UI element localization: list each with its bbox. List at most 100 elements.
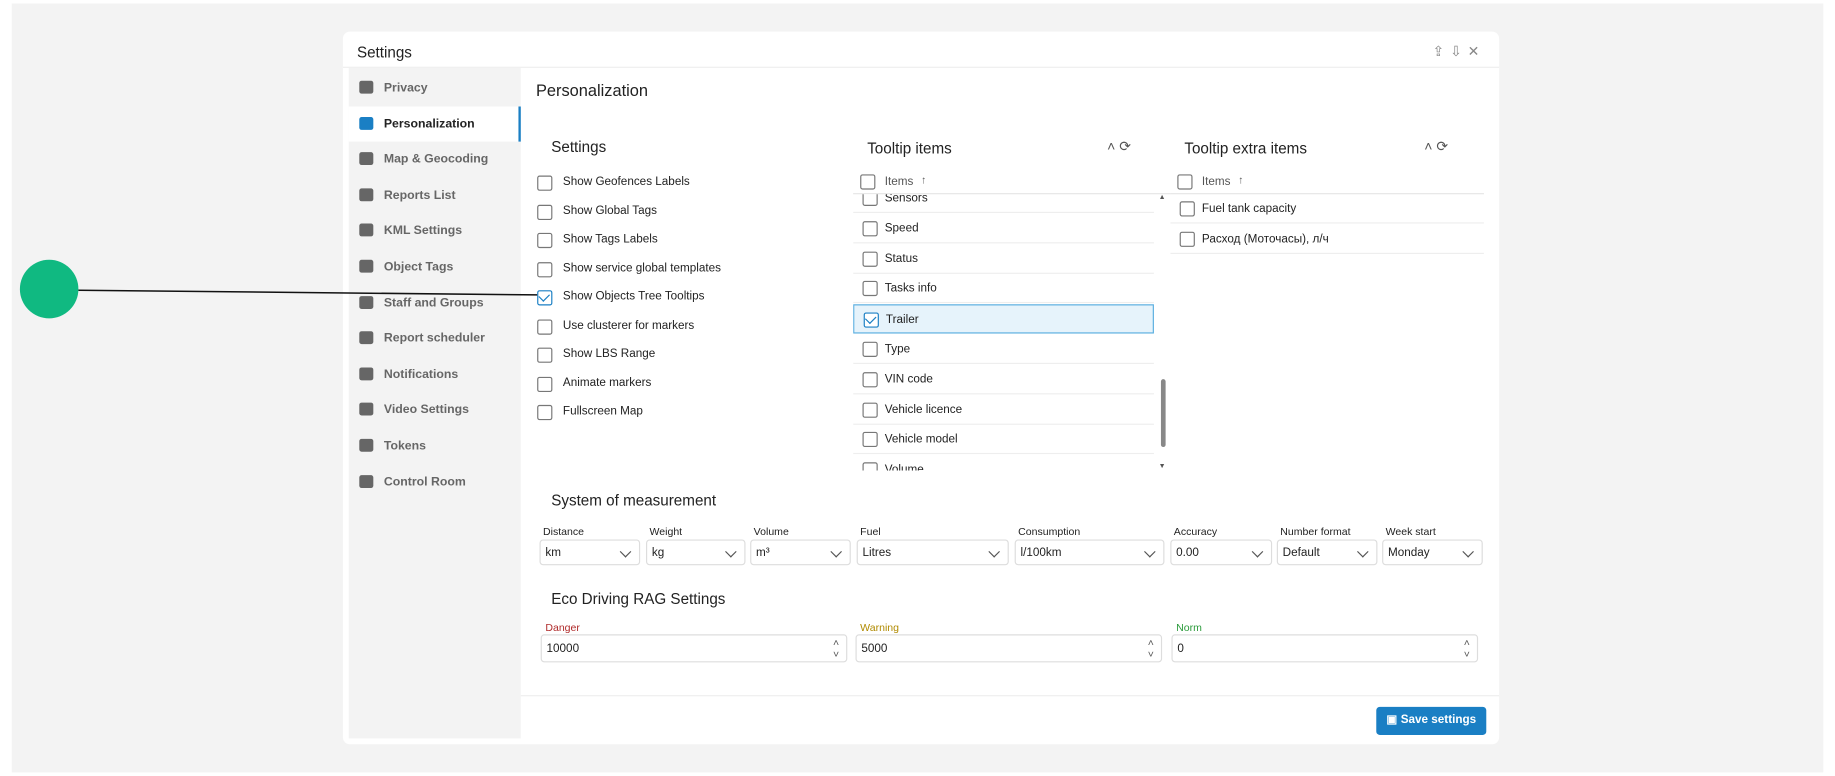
number-input[interactable]: 10000 ˄ ˅ bbox=[540, 634, 848, 663]
sidebar-item[interactable]: Personalization bbox=[348, 106, 521, 142]
select-value[interactable]: m³ bbox=[756, 546, 770, 560]
sidebar-icon bbox=[359, 474, 374, 488]
checkbox[interactable] bbox=[1177, 174, 1193, 190]
checkbox[interactable] bbox=[537, 204, 553, 220]
checkbox[interactable] bbox=[537, 404, 553, 421]
sidebar-item[interactable]: Reports List bbox=[349, 178, 521, 213]
sidebar-label[interactable]: Reports List bbox=[383, 188, 456, 203]
field-label: Distance bbox=[543, 525, 584, 538]
column-header: Items bbox=[1201, 175, 1231, 189]
sidebar-item[interactable]: Tokens bbox=[349, 428, 521, 463]
sidebar-label[interactable]: KML Settings bbox=[383, 223, 463, 239]
list-row[interactable]: Расход (Моточасы), л/ч bbox=[1170, 224, 1484, 254]
list-row[interactable]: Tasks info bbox=[853, 274, 1154, 304]
field-label: Week start bbox=[1385, 525, 1436, 538]
checkbox[interactable] bbox=[862, 341, 878, 357]
checkbox[interactable] bbox=[860, 174, 876, 190]
checkbox[interactable] bbox=[862, 462, 878, 471]
spinner[interactable]: ˄ ˅ bbox=[1147, 636, 1154, 661]
input-value[interactable]: 0 bbox=[1177, 642, 1184, 656]
checkbox[interactable] bbox=[862, 251, 878, 267]
row-label: Vehicle model bbox=[884, 433, 958, 447]
sidebar-item[interactable]: Notifications bbox=[349, 357, 521, 392]
scroll-arrows: ▲ ▼ bbox=[1158, 194, 1166, 471]
checkbox[interactable] bbox=[537, 175, 553, 191]
checkbox[interactable] bbox=[863, 312, 879, 328]
sidebar-label[interactable]: Map & Geocoding bbox=[383, 152, 489, 167]
list-row[interactable]: Fuel tank capacity bbox=[1170, 194, 1484, 224]
save-button[interactable]: ▣ Save settings bbox=[1376, 706, 1487, 735]
list-row[interactable]: Type bbox=[853, 335, 1154, 364]
select-value[interactable]: l/100km bbox=[1020, 546, 1062, 560]
dialog-actions[interactable]: ⇪⇩✕ bbox=[1432, 43, 1486, 60]
select[interactable]: l/100km bbox=[1014, 539, 1165, 566]
select[interactable]: Default bbox=[1276, 539, 1378, 566]
list-row[interactable]: Trailer bbox=[853, 304, 1154, 334]
list-row[interactable]: Vehicle licence bbox=[853, 395, 1154, 425]
save-label[interactable]: Save settings bbox=[1400, 713, 1477, 727]
sidebar-icon bbox=[359, 403, 374, 416]
header-row bbox=[1170, 169, 1484, 195]
checkbox[interactable] bbox=[1179, 201, 1195, 217]
sidebar-label[interactable]: Personalization bbox=[383, 116, 475, 131]
checkbox[interactable] bbox=[537, 261, 553, 277]
sidebar-item[interactable]: Report scheduler bbox=[349, 321, 521, 356]
select[interactable]: 0.00 bbox=[1170, 539, 1273, 566]
checkbox[interactable] bbox=[537, 290, 553, 306]
select-value[interactable]: Default bbox=[1282, 546, 1320, 560]
select[interactable]: kg bbox=[646, 539, 746, 566]
checkbox[interactable] bbox=[862, 281, 878, 297]
list-row[interactable]: Sensors bbox=[853, 194, 1154, 213]
list-row[interactable]: Volume bbox=[853, 455, 1154, 471]
sidebar-item[interactable]: Object Tags bbox=[349, 249, 521, 284]
sidebar-item[interactable]: Privacy bbox=[349, 70, 521, 105]
checkbox[interactable] bbox=[537, 376, 553, 392]
input-value[interactable]: 10000 bbox=[546, 642, 580, 656]
sidebar-label[interactable]: Staff and Groups bbox=[383, 295, 484, 310]
select-value[interactable]: km bbox=[545, 546, 561, 560]
checkbox[interactable] bbox=[862, 402, 878, 418]
spinner[interactable]: ˄ ˅ bbox=[1463, 636, 1470, 661]
checkbox[interactable] bbox=[537, 232, 553, 249]
checkbox[interactable] bbox=[537, 347, 553, 363]
sidebar-label[interactable]: Tokens bbox=[383, 438, 426, 453]
list-actions[interactable]: ˄ ⟳ bbox=[1424, 138, 1449, 155]
row-label: Type bbox=[884, 342, 911, 356]
sidebar-label[interactable]: Report scheduler bbox=[383, 331, 485, 346]
select-value[interactable]: kg bbox=[651, 546, 665, 560]
list-actions[interactable]: ˄ ⟳ bbox=[1107, 138, 1131, 155]
number-input[interactable]: 0 ˄ ˅ bbox=[1171, 634, 1479, 663]
sidebar-label[interactable]: Video Settings bbox=[383, 403, 469, 418]
list-row[interactable]: VIN code bbox=[853, 365, 1154, 395]
checkbox[interactable] bbox=[862, 220, 878, 237]
sidebar-item[interactable]: Video Settings bbox=[349, 393, 521, 428]
list-row[interactable]: Speed bbox=[853, 214, 1154, 244]
list-row[interactable]: Status bbox=[853, 244, 1154, 274]
select-value[interactable]: 0.00 bbox=[1176, 546, 1199, 560]
select-value[interactable]: Litres bbox=[862, 546, 892, 560]
checkbox[interactable] bbox=[862, 371, 878, 388]
select[interactable]: m³ bbox=[750, 539, 851, 566]
checkbox[interactable] bbox=[1179, 231, 1195, 247]
sidebar-item[interactable]: Control Room bbox=[349, 464, 521, 499]
number-input[interactable]: 5000 ˄ ˅ bbox=[855, 634, 1163, 663]
checkbox[interactable] bbox=[862, 194, 878, 206]
sidebar-label[interactable]: Notifications bbox=[383, 367, 459, 382]
select[interactable]: Monday bbox=[1382, 539, 1483, 566]
list-row[interactable]: Vehicle model bbox=[853, 425, 1154, 455]
checkbox[interactable] bbox=[537, 318, 553, 335]
sidebar-label[interactable]: Object Tags bbox=[383, 259, 454, 274]
sidebar-item[interactable]: KML Settings bbox=[349, 213, 521, 248]
sidebar-item[interactable]: Map & Geocoding bbox=[349, 142, 521, 177]
sidebar-item[interactable]: Staff and Groups bbox=[349, 285, 521, 320]
select-value[interactable]: Monday bbox=[1387, 546, 1430, 560]
spinner[interactable]: ˄ ˅ bbox=[832, 636, 840, 661]
section-title: Eco Driving RAG Settings bbox=[551, 589, 726, 608]
input-value[interactable]: 5000 bbox=[861, 642, 888, 656]
select[interactable]: km bbox=[539, 539, 641, 566]
sidebar-label[interactable]: Privacy bbox=[383, 80, 428, 95]
sidebar-label[interactable]: Control Room bbox=[383, 474, 466, 489]
select[interactable]: Litres bbox=[856, 539, 1009, 566]
section-title: Tooltip items bbox=[867, 139, 952, 157]
checkbox[interactable] bbox=[862, 432, 878, 448]
